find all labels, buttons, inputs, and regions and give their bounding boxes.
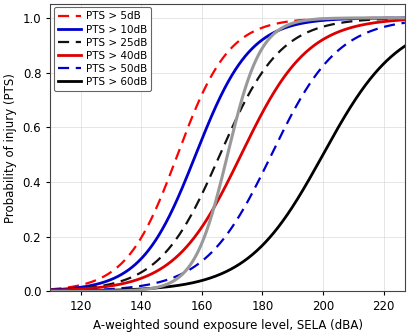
PTS > 25dB	[48, 288, 53, 292]
PTS > 5dB	[327, 16, 332, 20]
PTS > 40dB	[402, 18, 407, 22]
Line: PTS > 50dB: PTS > 50dB	[50, 23, 405, 291]
Line: PTS > 60dB: PTS > 60dB	[50, 46, 405, 291]
PTS > 25dB	[220, 146, 225, 151]
PTS > 10dB	[402, 16, 407, 20]
Line: PTS > 25dB: PTS > 25dB	[50, 18, 405, 290]
Legend: PTS > 5dB, PTS > 10dB, PTS > 25dB, PTS > 40dB, PTS > 50dB, PTS > 60dB: PTS > 5dB, PTS > 10dB, PTS > 25dB, PTS >…	[54, 7, 151, 91]
PTS > 50dB	[392, 23, 397, 27]
PTS > 50dB	[392, 23, 397, 27]
PTS > 10dB	[48, 288, 53, 292]
PTS > 5dB	[66, 285, 71, 289]
PTS > 5dB	[220, 56, 225, 60]
PTS > 25dB	[392, 17, 397, 21]
PTS > 50dB	[402, 21, 407, 25]
PTS > 60dB	[211, 275, 216, 279]
PTS > 50dB	[66, 289, 71, 293]
PTS > 40dB	[48, 288, 53, 292]
PTS > 5dB	[392, 16, 397, 20]
PTS > 25dB	[392, 17, 397, 21]
Line: PTS > 40dB: PTS > 40dB	[50, 20, 405, 290]
PTS > 25dB	[327, 23, 332, 27]
PTS > 10dB	[220, 90, 225, 94]
PTS > 50dB	[220, 238, 225, 242]
PTS > 60dB	[402, 44, 407, 48]
X-axis label: A-weighted sound exposure level, SELA (dBA): A-weighted sound exposure level, SELA (d…	[92, 319, 363, 332]
PTS > 60dB	[220, 271, 225, 275]
PTS > 60dB	[48, 289, 53, 293]
PTS > 40dB	[392, 18, 397, 23]
PTS > 60dB	[392, 52, 397, 56]
PTS > 5dB	[402, 16, 407, 20]
PTS > 25dB	[66, 287, 71, 291]
PTS > 60dB	[327, 141, 332, 145]
PTS > 60dB	[392, 52, 397, 56]
PTS > 5dB	[392, 16, 397, 20]
PTS > 5dB	[48, 287, 53, 291]
PTS > 5dB	[211, 71, 216, 75]
PTS > 10dB	[211, 110, 216, 114]
PTS > 40dB	[220, 190, 225, 194]
Y-axis label: Probability of injury (PTS): Probability of injury (PTS)	[4, 73, 17, 223]
PTS > 50dB	[211, 249, 216, 253]
PTS > 60dB	[66, 289, 71, 293]
PTS > 25dB	[211, 168, 216, 172]
PTS > 40dB	[66, 288, 71, 292]
Line: PTS > 5dB: PTS > 5dB	[50, 18, 405, 289]
PTS > 40dB	[211, 207, 216, 211]
PTS > 50dB	[48, 289, 53, 293]
PTS > 50dB	[327, 57, 332, 61]
PTS > 40dB	[392, 18, 397, 23]
PTS > 10dB	[327, 18, 332, 22]
Line: PTS > 10dB: PTS > 10dB	[50, 18, 405, 290]
PTS > 10dB	[392, 16, 397, 20]
PTS > 40dB	[327, 34, 332, 38]
PTS > 10dB	[392, 16, 397, 20]
PTS > 10dB	[66, 287, 71, 291]
PTS > 25dB	[402, 16, 407, 20]
